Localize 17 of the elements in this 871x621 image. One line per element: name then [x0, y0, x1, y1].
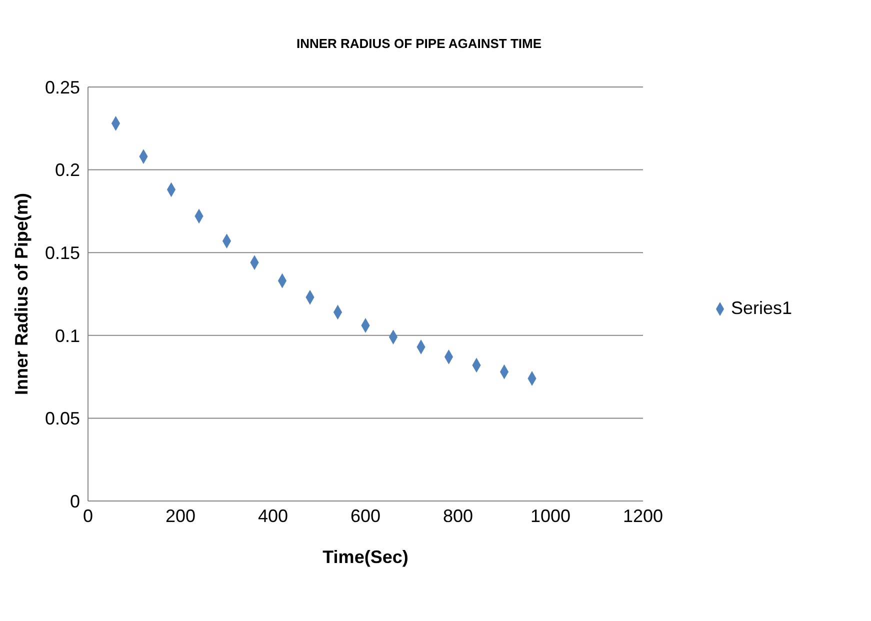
x-tick-label: 400 [258, 506, 288, 526]
y-tick-label: 0.25 [44, 77, 80, 98]
x-tick-label: 1200 [622, 506, 664, 526]
x-tick-label: 0 [82, 506, 94, 526]
chart-title: INNER RADIUS OF PIPE AGAINST TIME [295, 36, 543, 51]
y-axis-title: Inner Radius of Pipe(m) [11, 192, 32, 396]
x-tick-label: 200 [165, 506, 196, 526]
y-tick-label: 0.1 [54, 326, 80, 346]
x-tick-label: 800 [442, 506, 474, 526]
y-tick-label: 0 [70, 491, 80, 512]
y-tick-label: 0.2 [54, 160, 80, 180]
y-tick-label: 0.05 [44, 408, 80, 429]
legend-label: Series1 [731, 298, 792, 318]
x-tick-label: 600 [350, 506, 381, 526]
y-tick-label: 0.15 [44, 242, 80, 263]
x-axis-title: Time(Sec) [322, 547, 408, 567]
x-tick-label: 1000 [530, 506, 571, 526]
